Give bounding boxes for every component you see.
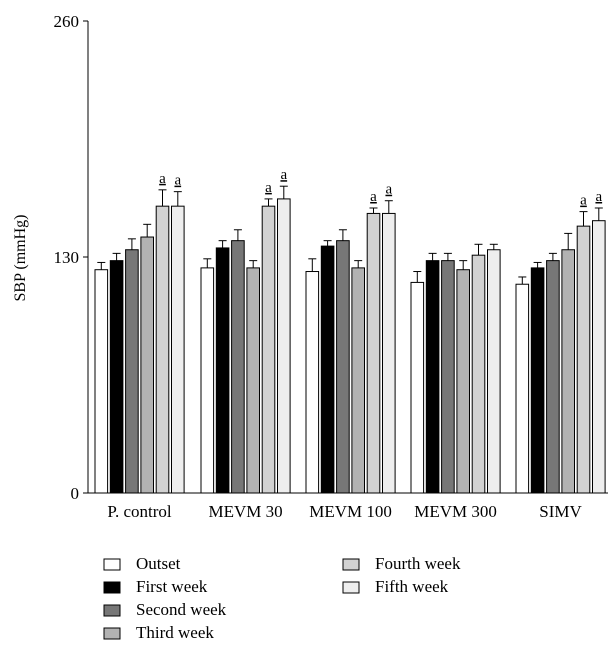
- y-tick-label: 0: [71, 484, 80, 503]
- bar: [200, 267, 215, 494]
- y-tick-label: 260: [54, 12, 80, 31]
- bar: [231, 240, 245, 494]
- legend: Outset First week Second week Third week Fou…: [103, 554, 461, 642]
- legend-label: Second week: [136, 600, 227, 619]
- legend-swatch: [342, 581, 360, 594]
- significance-label: a: [174, 173, 181, 189]
- bar: [320, 245, 335, 494]
- legend-label: First week: [136, 577, 208, 596]
- bar: [382, 212, 396, 494]
- bar: [336, 240, 350, 494]
- bar: [425, 260, 440, 494]
- bar: [561, 249, 576, 494]
- x-tick-label: SIMV: [539, 502, 582, 521]
- bar: [261, 205, 276, 494]
- bar: [546, 260, 560, 494]
- bar: [305, 271, 320, 494]
- x-tick-label: P. control: [107, 502, 172, 521]
- bar: [487, 249, 501, 494]
- bar: [410, 281, 425, 494]
- legend-label: Outset: [136, 554, 181, 573]
- significance-label: a: [595, 189, 602, 205]
- legend-label: Third week: [136, 623, 214, 642]
- significance-label: a: [580, 193, 587, 209]
- bar: [140, 236, 154, 494]
- x-tick-label: MEVM 30: [208, 502, 282, 521]
- bar: [592, 220, 606, 494]
- bar: [441, 260, 455, 494]
- bars: [94, 185, 606, 494]
- significance-label: a: [159, 171, 166, 187]
- bar: [246, 267, 260, 494]
- legend-swatch: [103, 627, 121, 640]
- significance-label: a: [280, 167, 287, 183]
- legend-label: Fourth week: [375, 554, 461, 573]
- bar: [366, 212, 381, 494]
- legend-swatch: [342, 558, 360, 571]
- significance-label: a: [265, 180, 272, 196]
- bar: [155, 205, 170, 494]
- x-tick-label: MEVM 100: [309, 502, 392, 521]
- legend-swatch: [103, 604, 121, 617]
- bar: [171, 205, 185, 494]
- bar: [471, 254, 486, 494]
- bar: [277, 198, 291, 494]
- legend-label: Fifth week: [375, 577, 449, 596]
- significance-label: a: [370, 189, 377, 205]
- bar: [94, 269, 109, 494]
- bar: [576, 225, 591, 494]
- bar: [125, 249, 139, 494]
- x-tick-label: MEVM 300: [414, 502, 497, 521]
- bar: [456, 269, 470, 494]
- significance-label: a: [385, 182, 392, 198]
- bar: [515, 283, 530, 494]
- bar: [109, 260, 124, 494]
- y-tick-label: 130: [54, 248, 80, 267]
- legend-swatch: [103, 581, 121, 594]
- bar: [351, 267, 365, 494]
- y-axis-label: SBP (mmHg): [12, 215, 29, 302]
- bar: [215, 247, 230, 494]
- legend-swatch: [103, 558, 121, 571]
- bar: [530, 267, 545, 494]
